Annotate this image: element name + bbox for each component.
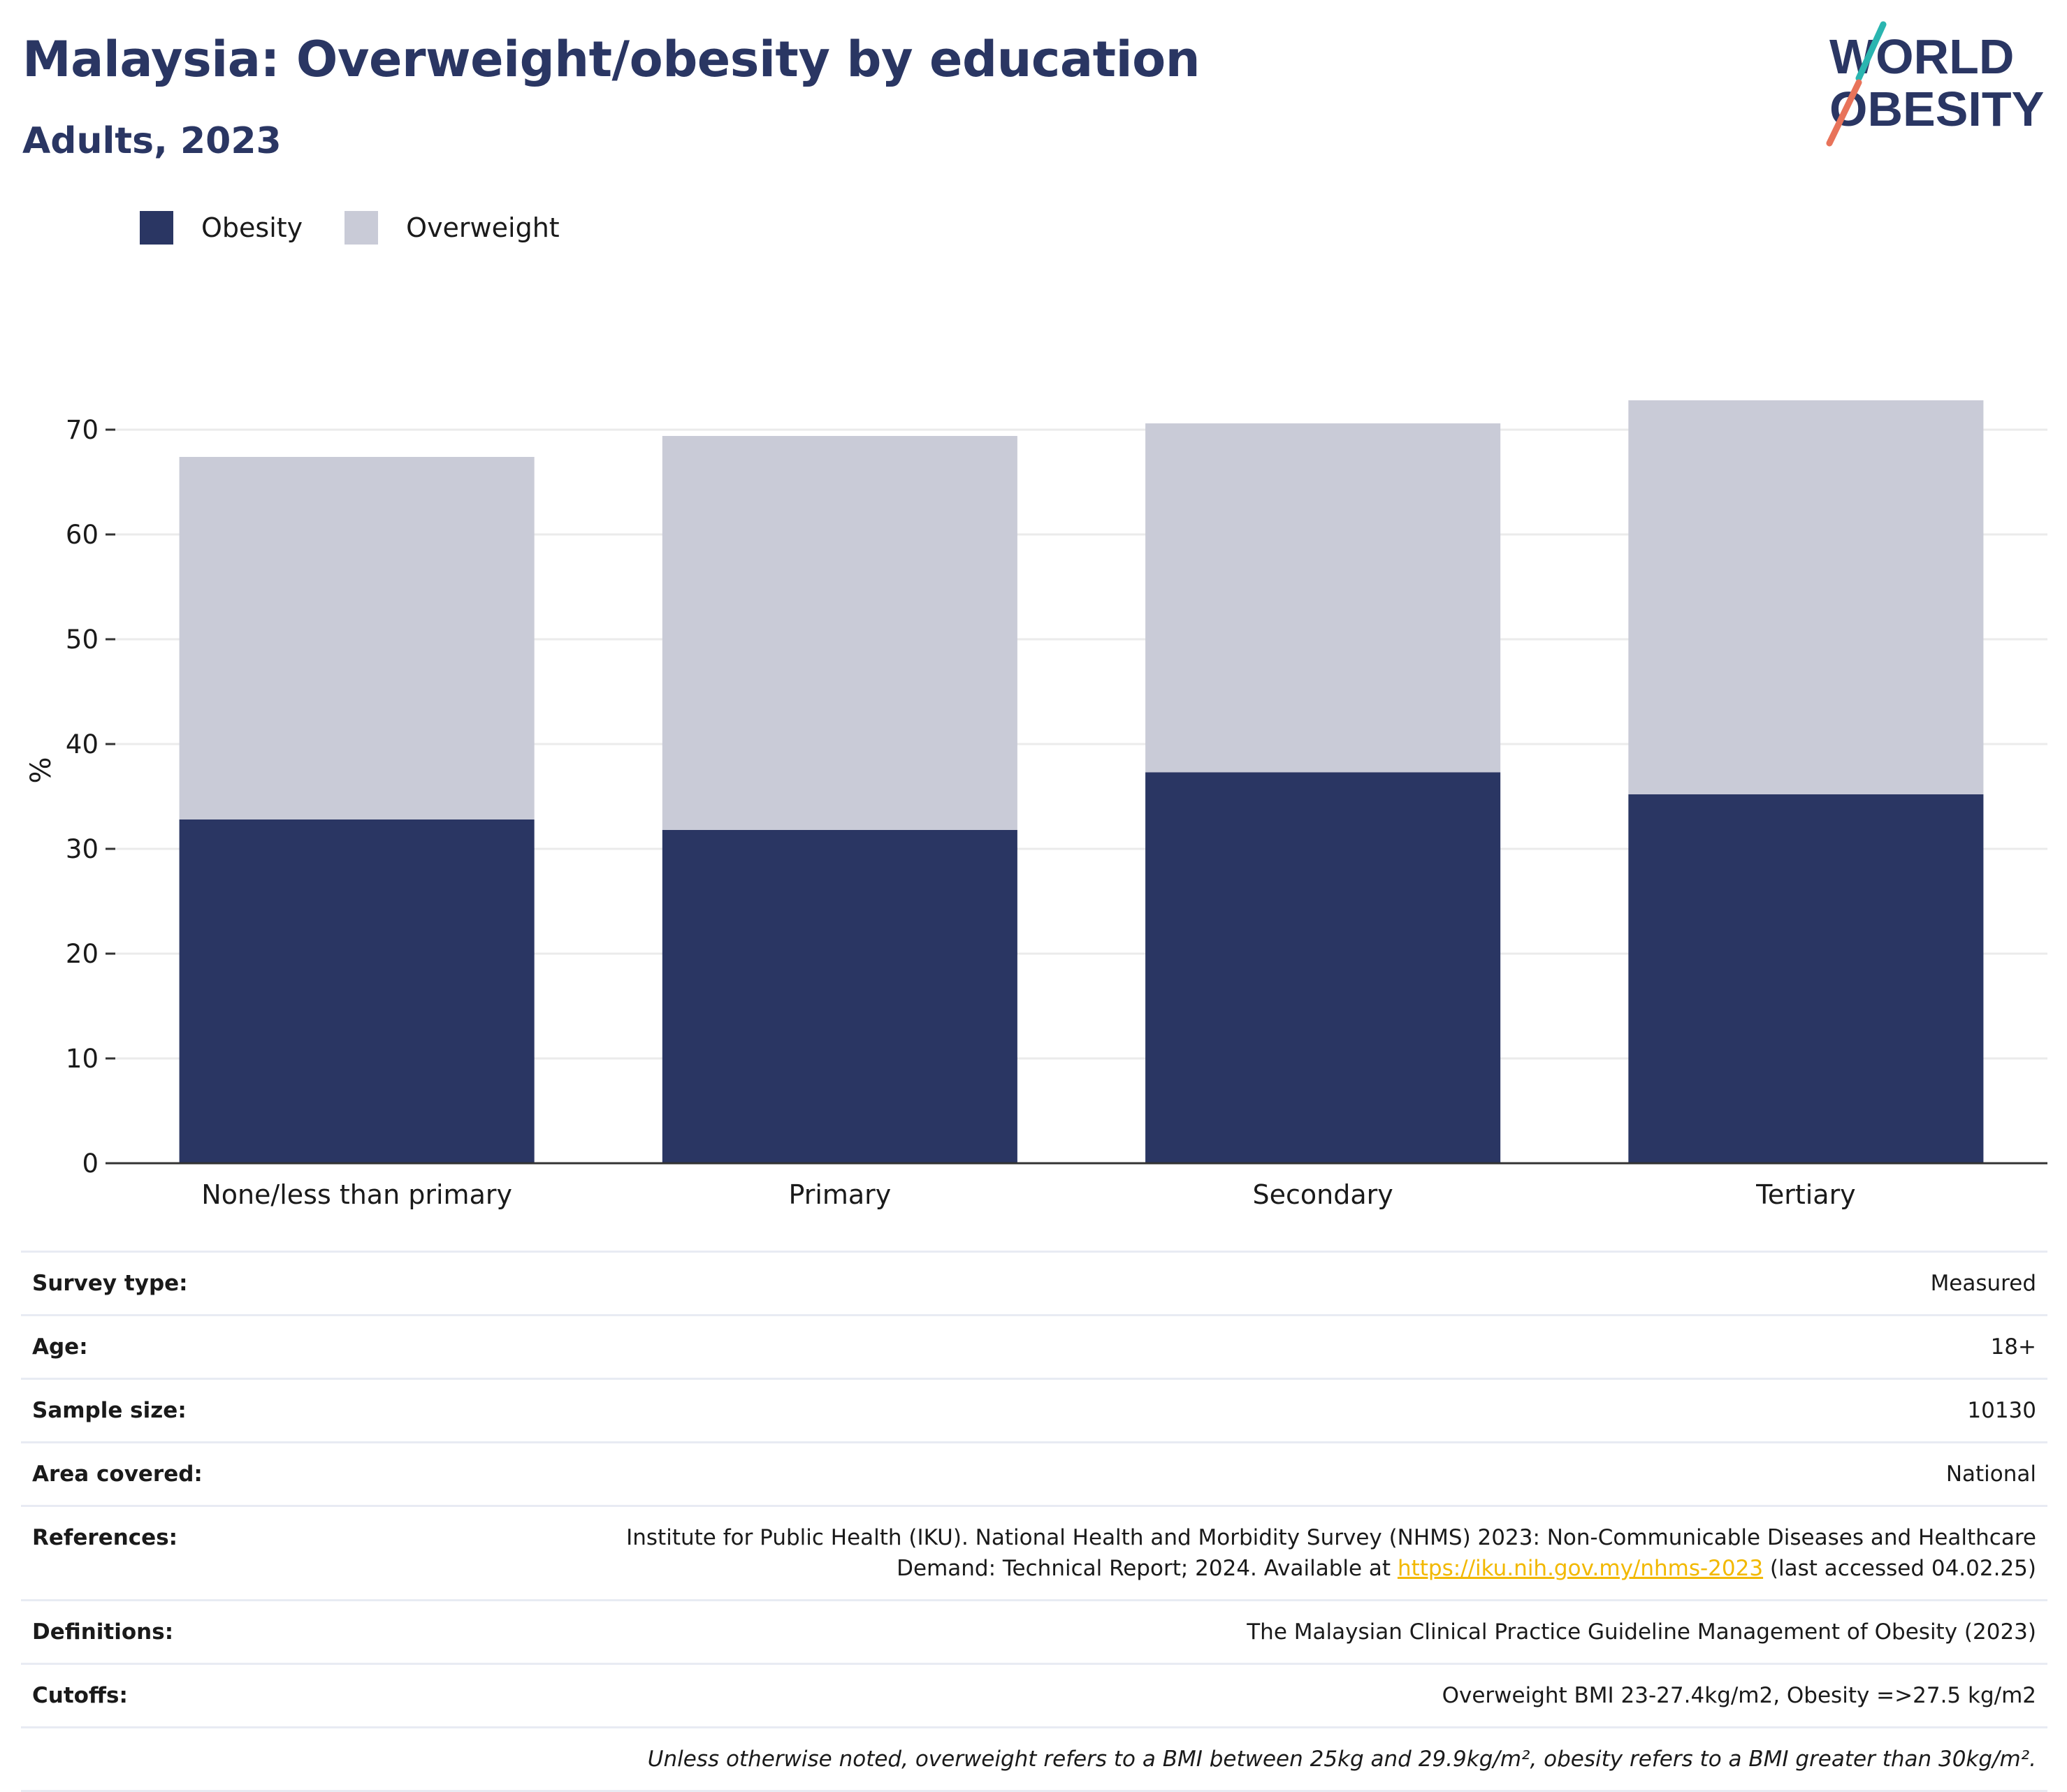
info-value: 10130 <box>1967 1398 2036 1423</box>
y-tick-label: 40 <box>66 729 99 759</box>
info-row-references: References: Institute for Public Health … <box>21 1506 2047 1601</box>
bar-overweight <box>662 436 1017 830</box>
x-tick-label: None/less than primary <box>201 1179 512 1210</box>
info-row-note: Unless otherwise noted, overweight refer… <box>21 1727 2047 1791</box>
info-key <box>21 1728 323 1791</box>
world-obesity-logo: WORLD OBESITY <box>1826 21 2044 147</box>
info-row-age: Age: 18+ <box>21 1315 2047 1379</box>
y-tick-label: 70 <box>66 415 99 445</box>
info-value: Measured <box>1930 1271 2036 1296</box>
info-key: Survey type: <box>32 1271 188 1296</box>
info-row-area: Area covered: National <box>21 1442 2047 1506</box>
info-key: Area covered: <box>32 1462 203 1487</box>
info-value: 18+ <box>1990 1334 2036 1360</box>
page-title: Malaysia: Overweight/obesity by educatio… <box>22 31 1201 88</box>
y-tick-label: 50 <box>66 625 99 655</box>
info-value: The Malaysian Clinical Practice Guidelin… <box>1247 1619 2036 1645</box>
legend-label-overweight: Overweight <box>406 212 560 243</box>
legend-label-obesity: Obesity <box>201 212 303 243</box>
x-tick-label: Primary <box>788 1179 891 1210</box>
legend-item-obesity[interactable]: Obesity <box>140 211 303 245</box>
y-tick-label: 60 <box>66 520 99 550</box>
info-key: Cutoffs: <box>32 1683 128 1708</box>
reference-line-1: Institute for Public Health (IKU). Natio… <box>626 1525 2036 1550</box>
bar-overweight <box>1628 400 1984 794</box>
bar-obesity <box>1145 772 1501 1163</box>
y-axis-label: % <box>25 757 57 783</box>
legend-swatch-obesity <box>140 211 173 245</box>
survey-info-table: Survey type: Measured Age: 18+ Sample si… <box>21 1251 2047 1792</box>
bar-overweight <box>179 457 535 819</box>
page-subtitle: Adults, 2023 <box>22 120 282 162</box>
info-value: Overweight BMI 23-27.4kg/m2, Obesity =>2… <box>1442 1683 2036 1708</box>
reference-line-2-pre: Demand: Technical Report; 2024. Availabl… <box>897 1556 1398 1581</box>
y-tick-label: 30 <box>66 834 99 864</box>
y-tick-label: 10 <box>66 1044 99 1074</box>
info-key: Sample size: <box>32 1398 187 1423</box>
y-tick-label: 0 <box>82 1149 99 1179</box>
stacked-bar-chart: 0 10 20 30 40 50 60 70 None/less than primary Pri… <box>25 400 2047 1210</box>
info-key: Definitions: <box>32 1619 174 1645</box>
chart-legend: Obesity Overweight <box>140 207 602 249</box>
info-key: References: <box>32 1525 178 1550</box>
reference-link[interactable]: https://iku.nih.gov.my/nhms-2023 <box>1397 1556 1764 1581</box>
info-row-survey-type: Survey type: Measured <box>21 1251 2047 1316</box>
bar-overweight <box>1145 423 1501 773</box>
bmi-definition-note: Unless otherwise noted, overweight refer… <box>647 1747 2036 1772</box>
info-value: Institute for Public Health (IKU). Natio… <box>323 1506 2047 1601</box>
legend-swatch-overweight <box>344 211 379 245</box>
x-tick-label: Tertiary <box>1755 1179 1856 1210</box>
info-row-sample-size: Sample size: 10130 <box>21 1378 2047 1443</box>
y-tick-label: 20 <box>66 939 99 969</box>
info-row-definitions: Definitions: The Malaysian Clinical Prac… <box>21 1600 2047 1664</box>
bar-obesity <box>1628 794 1984 1163</box>
info-row-cutoffs: Cutoffs: Overweight BMI 23-27.4kg/m2, Ob… <box>21 1663 2047 1728</box>
reference-line-2-post: (last accessed 04.02.25) <box>1763 1556 2036 1581</box>
legend-item-overweight[interactable]: Overweight <box>344 211 560 245</box>
bar-obesity <box>662 830 1017 1163</box>
x-tick-label: Secondary <box>1253 1179 1393 1210</box>
svg-text:OBESITY: OBESITY <box>1829 82 2044 136</box>
bar-obesity <box>179 819 535 1163</box>
info-value: National <box>1945 1462 2036 1487</box>
info-key: Age: <box>32 1334 88 1360</box>
